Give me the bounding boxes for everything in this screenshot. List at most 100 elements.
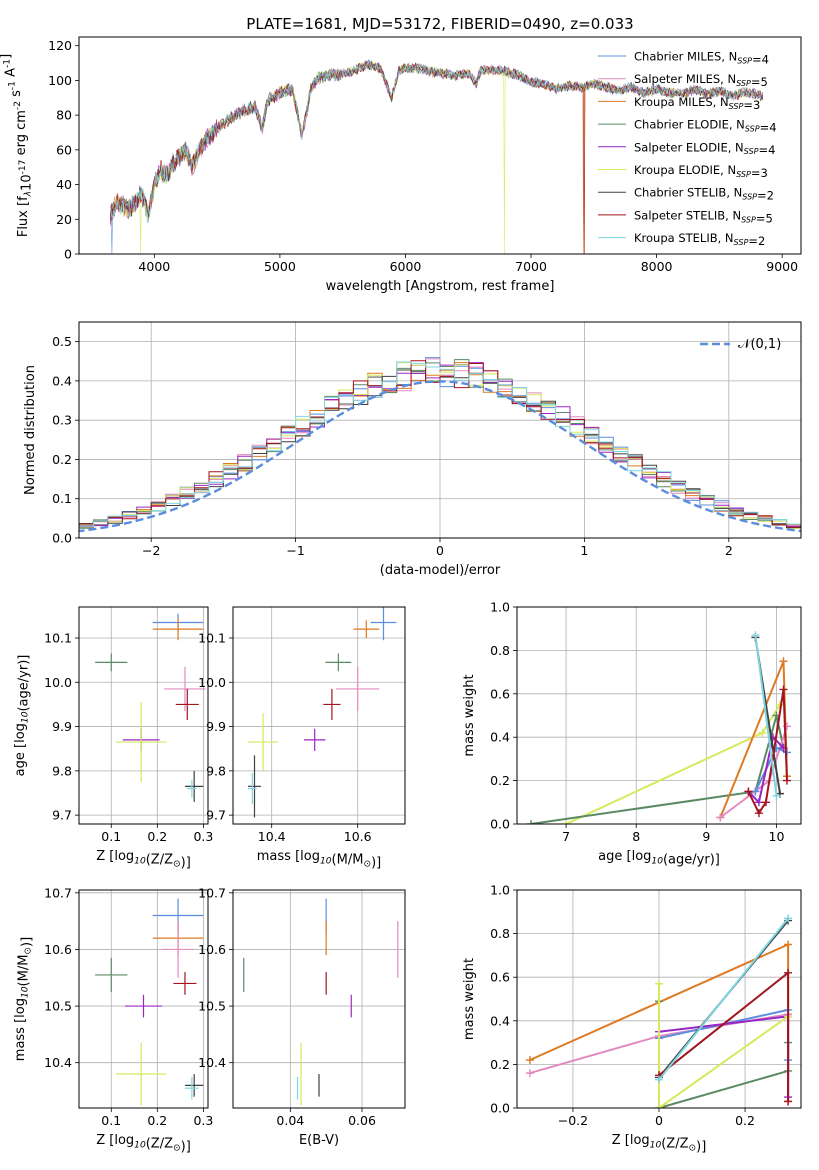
y-tick-label: 0.0: [490, 817, 510, 832]
weight-line-kroupa-elodie: [658, 983, 789, 1108]
y-tick-label: 0.4: [490, 730, 510, 745]
y-tick-label: 0.0: [490, 1101, 510, 1116]
legend-label: Chabrier ELODIE, NSSP=4: [634, 118, 777, 135]
y-tick-label: 0.3: [52, 413, 72, 428]
x-tick-label: 0.1: [101, 829, 121, 844]
y-tick-label: 10.0: [198, 675, 226, 690]
y-tick-label: 10.5: [198, 999, 226, 1014]
x-tick-label: −1: [286, 543, 304, 558]
axes-frame: [516, 889, 802, 1109]
legend-label: 𝒩(0,1): [738, 337, 781, 352]
y-tick-label: 0.5: [52, 334, 72, 349]
weight-marker-salpeter-stelib: [761, 798, 770, 807]
y-axis-label: mass [log10(M/M⊙)]: [13, 937, 35, 1061]
weight-marker-salpeter-elodie: [754, 798, 763, 807]
x-tick-label: −0.2: [558, 1113, 588, 1128]
y-axis-label: Flux [fλ10-17 erg cm-2 s-1 A-1]: [0, 54, 34, 237]
y-tick-label: 1.0: [490, 600, 510, 615]
y-tick-label: 9.7: [206, 808, 226, 823]
x-axis-label: age [log10(age/yr)]: [598, 849, 720, 867]
y-tick-label: 0.2: [52, 452, 72, 467]
plot-marks: [110, 59, 764, 254]
weight-marker-salpeter-miles: [716, 813, 725, 822]
legend-label: Kroupa MILES, NSSP=3: [634, 95, 760, 112]
x-axis-label: wavelength [Angstrom, rest frame]: [326, 279, 555, 294]
weight-marker-kroupa-stelib: [784, 914, 793, 923]
weight-marker-kroupa-miles: [784, 940, 793, 949]
weight-marker-salpeter-stelib: [782, 776, 791, 785]
x-tick-label: 6000: [390, 259, 422, 274]
y-tick-label: 40: [56, 177, 72, 192]
legend-label: Kroupa STELIB, NSSP=2: [634, 231, 765, 248]
axes-frame: [78, 889, 209, 1109]
y-tick-label: 0.4: [490, 1013, 510, 1028]
weight-line-salpeter-elodie: [747, 735, 785, 805]
y-tick-label: 10.6: [198, 942, 226, 957]
y-tick-label: 100: [48, 73, 72, 88]
chart-mass-vs-EBV: 0.04 0.06 10.4 10.5 10.6 10.7 E(B-V): [198, 885, 406, 1148]
x-tick-label: 7: [562, 829, 570, 844]
y-tick-label: 0.8: [490, 926, 510, 941]
y-tick-label: 60: [56, 142, 72, 157]
y-tick-label: 0.1: [52, 491, 72, 506]
plot-area: [517, 607, 801, 824]
x-tick-label: 0: [655, 1113, 663, 1128]
weight-marker-kroupa-elodie: [562, 820, 571, 824]
y-tick-label: 10.1: [198, 631, 226, 646]
weight-marker-salpeter-stelib: [779, 685, 788, 694]
y-tick-label: 0.8: [490, 643, 510, 658]
axes-frame: [78, 606, 209, 825]
x-tick-label: 2: [725, 543, 733, 558]
chart-weight-vs-Z: −0.2 0 0.2 0.0 0.2 0.4 0.6 0.8 1.0 Z [log10(Z/Z⊙)…: [462, 883, 802, 1155]
x-tick-label: 0.04: [276, 1113, 304, 1128]
chart-spectrum: 4000 5000 6000 7000 8000 9000 0 20 40 60 80 100 120 w…: [0, 15, 802, 294]
spectrum-line: [110, 59, 763, 220]
x-tick-label: 10.4: [258, 829, 286, 844]
y-tick-label: 0.6: [490, 686, 510, 701]
spectrum-line: [110, 62, 764, 254]
legend-label: Kroupa ELODIE, NSSP=3: [634, 163, 768, 180]
x-tick-label: 9: [702, 829, 710, 844]
plot-marks: [243, 898, 399, 1106]
x-tick-label: 10.6: [344, 829, 372, 844]
plot-area: [79, 607, 208, 824]
y-tick-label: 9.8: [206, 763, 226, 778]
legend-label: Salpeter STELIB, NSSP=5: [634, 208, 773, 225]
y-tick-label: 10.4: [198, 1055, 226, 1070]
plot-marks: [527, 631, 791, 824]
legend-label: Chabrier MILES, NSSP=4: [634, 50, 769, 67]
axes-frame: [78, 36, 802, 255]
y-tick-label: 0.4: [52, 373, 72, 388]
x-tick-label: 8000: [641, 259, 673, 274]
x-tick-label: 9000: [766, 259, 798, 274]
x-tick-label: 4000: [138, 259, 170, 274]
weight-marker-salpeter-stelib: [784, 1097, 793, 1106]
y-tick-label: 10.7: [44, 885, 72, 900]
weight-marker-kroupa-stelib: [751, 631, 760, 640]
weight-marker-kroupa-elodie: [655, 979, 663, 988]
normal-reference-curve: [79, 380, 801, 533]
weight-line-kroupa-stelib: [754, 635, 778, 796]
x-tick-label: 1: [580, 543, 588, 558]
plot-marks: [525, 914, 793, 1108]
chart-mass-vs-Z: 0.1 0.2 0.3 10.4 10.5 10.6 10.7 Z [log10(Z/Z⊙)]…: [13, 885, 213, 1154]
y-tick-label: 1.0: [490, 883, 510, 898]
x-axis-label: Z [log10(Z/Z⊙)]: [96, 849, 191, 871]
axes-frame: [516, 606, 802, 825]
weight-marker-kroupa-elodie: [758, 728, 767, 737]
y-tick-label: 9.7: [52, 808, 72, 823]
y-axis-label: mass weight: [462, 674, 477, 756]
chart-weight-vs-age: 7 8 9 10 0.0 0.2 0.4 0.6 0.8 1.0 age [log10(age/yr…: [462, 600, 802, 867]
y-tick-label: 9.9: [206, 719, 226, 734]
x-tick-label: 0.06: [348, 1113, 376, 1128]
plot-area: [233, 890, 405, 1108]
y-tick-label: 0.2: [490, 773, 510, 788]
y-tick-label: 10.5: [44, 999, 72, 1014]
x-tick-label: 5000: [264, 259, 296, 274]
weight-marker-salpeter-stelib: [744, 787, 753, 796]
chart-residuals: −2 −1 0 1 2 0.0 0.1 0.2 0.3 0.4 0.5 (data-model)/er…: [23, 321, 802, 578]
weight-line-chabrier-elodie: [530, 715, 785, 824]
legend-label: Salpeter MILES, NSSP=5: [634, 72, 768, 89]
weight-marker-kroupa-miles: [779, 657, 788, 666]
x-tick-label: 0.2: [147, 1113, 167, 1128]
